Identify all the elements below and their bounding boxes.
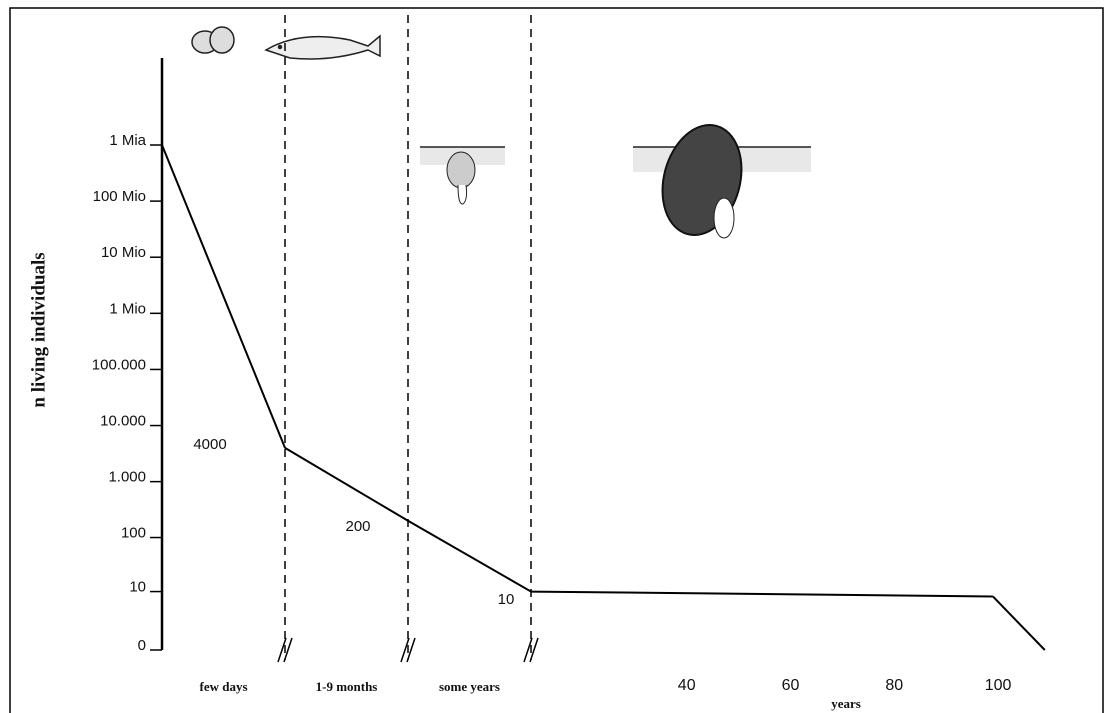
stage-label: 1-9 months (316, 679, 378, 694)
x-tick-label: 40 (678, 677, 696, 694)
x-tick-label: 80 (885, 677, 903, 694)
value-label: 10 (498, 591, 515, 608)
value-label: 200 (345, 518, 370, 535)
line-segment (992, 595, 1046, 651)
line-segment (530, 590, 993, 598)
y-tick-label: 100 Mio (93, 188, 146, 205)
y-axis-label: n living individuals (28, 252, 49, 407)
juvenile-icon (420, 146, 505, 205)
value-label: 4000 (193, 436, 226, 453)
axis-break (523, 637, 539, 663)
x-tick-label: 100 (985, 677, 1012, 694)
stage-label: few days (199, 679, 247, 694)
y-tick-label: 1 Mio (109, 300, 146, 317)
stage-label: some years (439, 679, 500, 694)
y-tick-label: 1 Mia (109, 132, 146, 149)
x-axis-label: years (831, 696, 861, 711)
glochidia-icon (191, 26, 235, 54)
axis-break (277, 637, 293, 663)
y-tick-label: 10 Mio (101, 244, 146, 261)
line-segment (407, 519, 532, 593)
line-segment (161, 144, 286, 449)
y-tick-label: 100.000 (92, 356, 146, 373)
y-tick-label: 100 (121, 525, 146, 542)
y-tick-label: 1.000 (108, 469, 146, 486)
trout-icon (264, 34, 381, 60)
axis-break (400, 637, 416, 663)
x-tick-label: 60 (782, 677, 800, 694)
adult-mussel-icon (633, 124, 811, 239)
y-tick-label: 0 (138, 637, 146, 654)
frame (9, 7, 1104, 713)
y-tick-label: 10.000 (100, 413, 146, 430)
line-segment (284, 447, 409, 522)
y-tick-label: 10 (129, 579, 146, 596)
